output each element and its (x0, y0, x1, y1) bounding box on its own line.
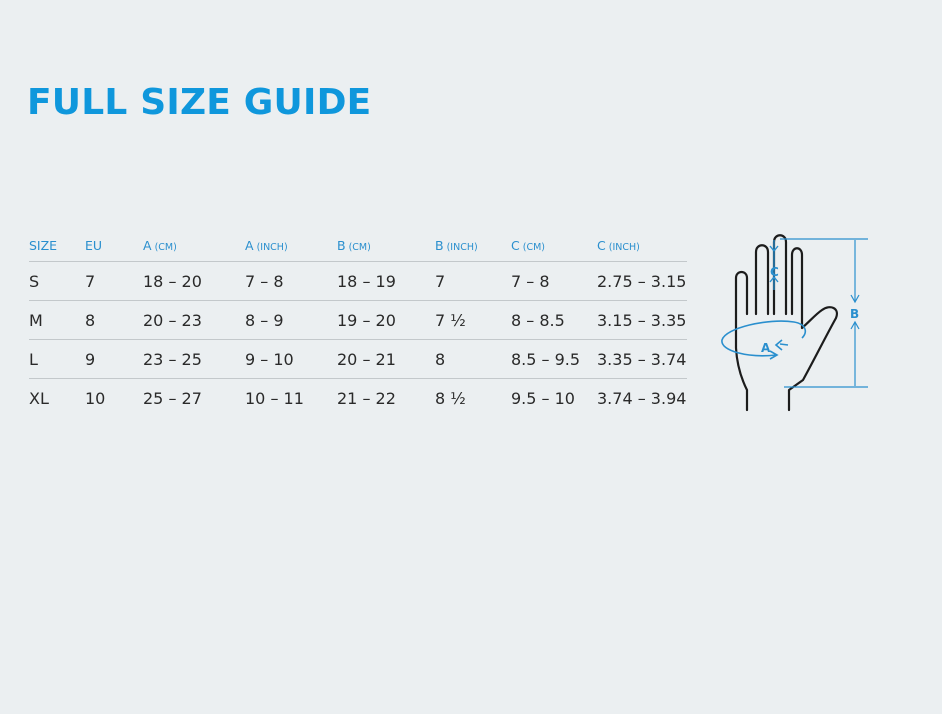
header-a-cm: A (CM) (143, 236, 245, 262)
hand-measurement-icon: C B A (721, 234, 868, 412)
header-label: B (435, 238, 444, 253)
cell-c-inch: 3.74 – 3.94 (597, 388, 687, 408)
header-label: A (245, 238, 254, 253)
header-unit: (CM) (154, 242, 177, 253)
cell-a-cm: 25 – 27 (143, 388, 202, 408)
cell-b-cm: 19 – 20 (337, 300, 435, 340)
header-a-inch: A (INCH) (245, 236, 337, 262)
header-size: SIZE (29, 236, 85, 262)
header-b-cm: B (CM) (337, 236, 435, 262)
cell-eu: 10 (85, 388, 106, 408)
header-label: C (597, 238, 606, 253)
header-unit: (INCH) (256, 242, 288, 253)
a-arrow-right (774, 339, 783, 351)
cell-a-cm: 18 – 20 (143, 261, 245, 301)
table-row: M 8 20 – 23 8 – 9 19 – 20 7 ½ 8 – 8.5 3.… (29, 300, 687, 340)
header-b-inch: B (INCH) (435, 236, 511, 262)
cell-b-inch: 8 (435, 339, 511, 379)
header-label: B (337, 238, 346, 253)
cell-size: S (29, 261, 85, 301)
cell-b-cm: 18 – 19 (337, 261, 435, 301)
cell-a-cm: 23 – 25 (143, 339, 245, 379)
a-tail (779, 343, 789, 346)
header-unit: (INCH) (446, 242, 478, 253)
cell-b-inch: 7 (435, 261, 511, 301)
cell-b-cm: 21 – 22 (337, 388, 396, 408)
table-row: XL 10 25 – 27 10 – 11 21 – 22 8 ½ 9.5 – … (29, 379, 687, 418)
c-arrows (769, 245, 779, 283)
b-label: B (850, 307, 859, 321)
a-measure-ellipse (721, 320, 807, 357)
a-label: A (761, 341, 771, 355)
cell-b-inch: 7 ½ (435, 300, 511, 340)
cell-b-inch: 8 ½ (435, 388, 466, 408)
header-unit: (CM) (522, 242, 545, 253)
cell-size: M (29, 300, 85, 340)
cell-size: L (29, 339, 85, 379)
cell-c-inch: 3.15 – 3.35 (597, 300, 687, 340)
cell-a-inch: 8 – 9 (245, 300, 337, 340)
size-table: SIZE EU A (CM) A (INCH) B (CM) B (INCH) C (CM… (29, 236, 687, 417)
table-header-row: SIZE EU A (CM) A (INCH) B (CM) B (INCH) C (CM… (29, 236, 687, 262)
header-c-inch: C (INCH) (597, 236, 687, 262)
c-label: C (770, 265, 779, 279)
cell-eu: 7 (85, 261, 143, 301)
header-eu: EU (85, 236, 143, 262)
table-row: L 9 23 – 25 9 – 10 20 – 21 8 8.5 – 9.5 3… (29, 339, 687, 379)
hand-outline (734, 234, 838, 412)
cell-a-cm: 20 – 23 (143, 300, 245, 340)
header-label: SIZE (29, 238, 58, 253)
cell-c-cm: 9.5 – 10 (511, 388, 575, 408)
page-title: FULL SIZE GUIDE (27, 82, 372, 123)
cell-a-inch: 9 – 10 (245, 339, 337, 379)
table-row: S 7 18 – 20 7 – 8 18 – 19 7 7 – 8 2.75 –… (29, 261, 687, 301)
header-label: C (511, 238, 520, 253)
header-label: A (143, 238, 152, 253)
cell-c-inch: 2.75 – 3.15 (597, 261, 687, 301)
cell-c-cm: 8.5 – 9.5 (511, 339, 597, 379)
header-unit: (INCH) (608, 242, 640, 253)
header-label: EU (85, 238, 103, 253)
b-arrows (850, 294, 860, 330)
cell-a-inch: 10 – 11 (245, 388, 304, 408)
cell-a-inch: 7 – 8 (245, 261, 337, 301)
cell-eu: 9 (85, 339, 143, 379)
cell-size: XL (29, 388, 49, 408)
cell-c-cm: 7 – 8 (511, 261, 597, 301)
a-arrow-left (769, 350, 779, 360)
cell-eu: 8 (85, 300, 143, 340)
header-c-cm: C (CM) (511, 236, 597, 262)
cell-c-cm: 8 – 8.5 (511, 300, 597, 340)
header-unit: (CM) (348, 242, 371, 253)
cell-c-inch: 3.35 – 3.74 (597, 339, 687, 379)
cell-b-cm: 20 – 21 (337, 339, 435, 379)
